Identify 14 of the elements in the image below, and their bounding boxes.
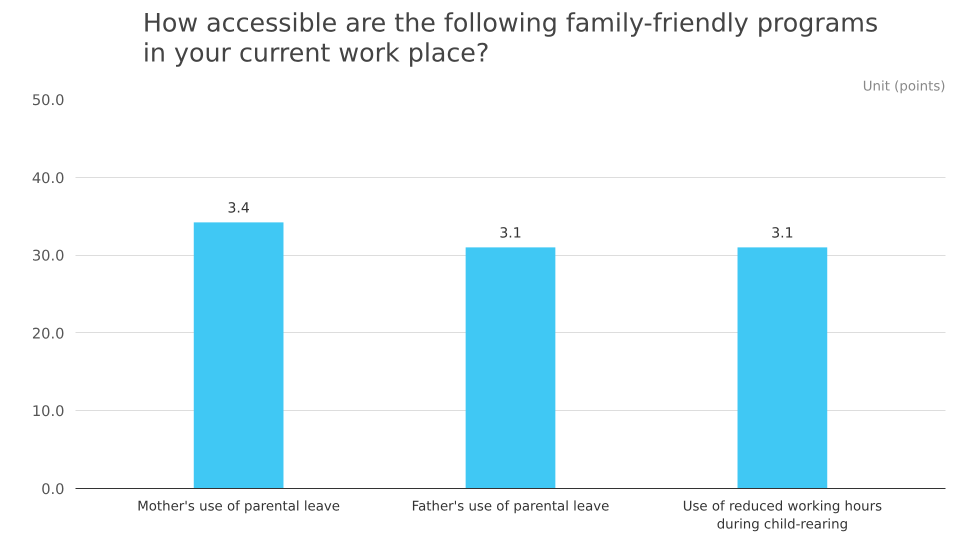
annotation: 3.4 — [227, 200, 250, 216]
y-tick-label: 0.0 — [41, 481, 65, 498]
x-tick-label: Mother's use of parental leave — [137, 500, 340, 514]
y-tick-label: 50.0 — [32, 92, 65, 109]
x-tick-label: Father's use of parental leave — [412, 500, 610, 514]
chart-title: How accessible are the following family-friendly programs in your current work place? — [142, 8, 878, 68]
y-tick-label: 30.0 — [32, 248, 65, 265]
y-tick-label: 40.0 — [32, 170, 65, 187]
y-tick-label: 20.0 — [32, 325, 65, 342]
y-tick-label: 10.0 — [32, 403, 65, 420]
text: Unit (points) — [862, 80, 946, 94]
annotation: 3.1 — [499, 225, 522, 242]
x-tick-label: Use of reduced working hours during child-rearing — [682, 500, 882, 532]
annotation: 3.1 — [771, 225, 794, 242]
